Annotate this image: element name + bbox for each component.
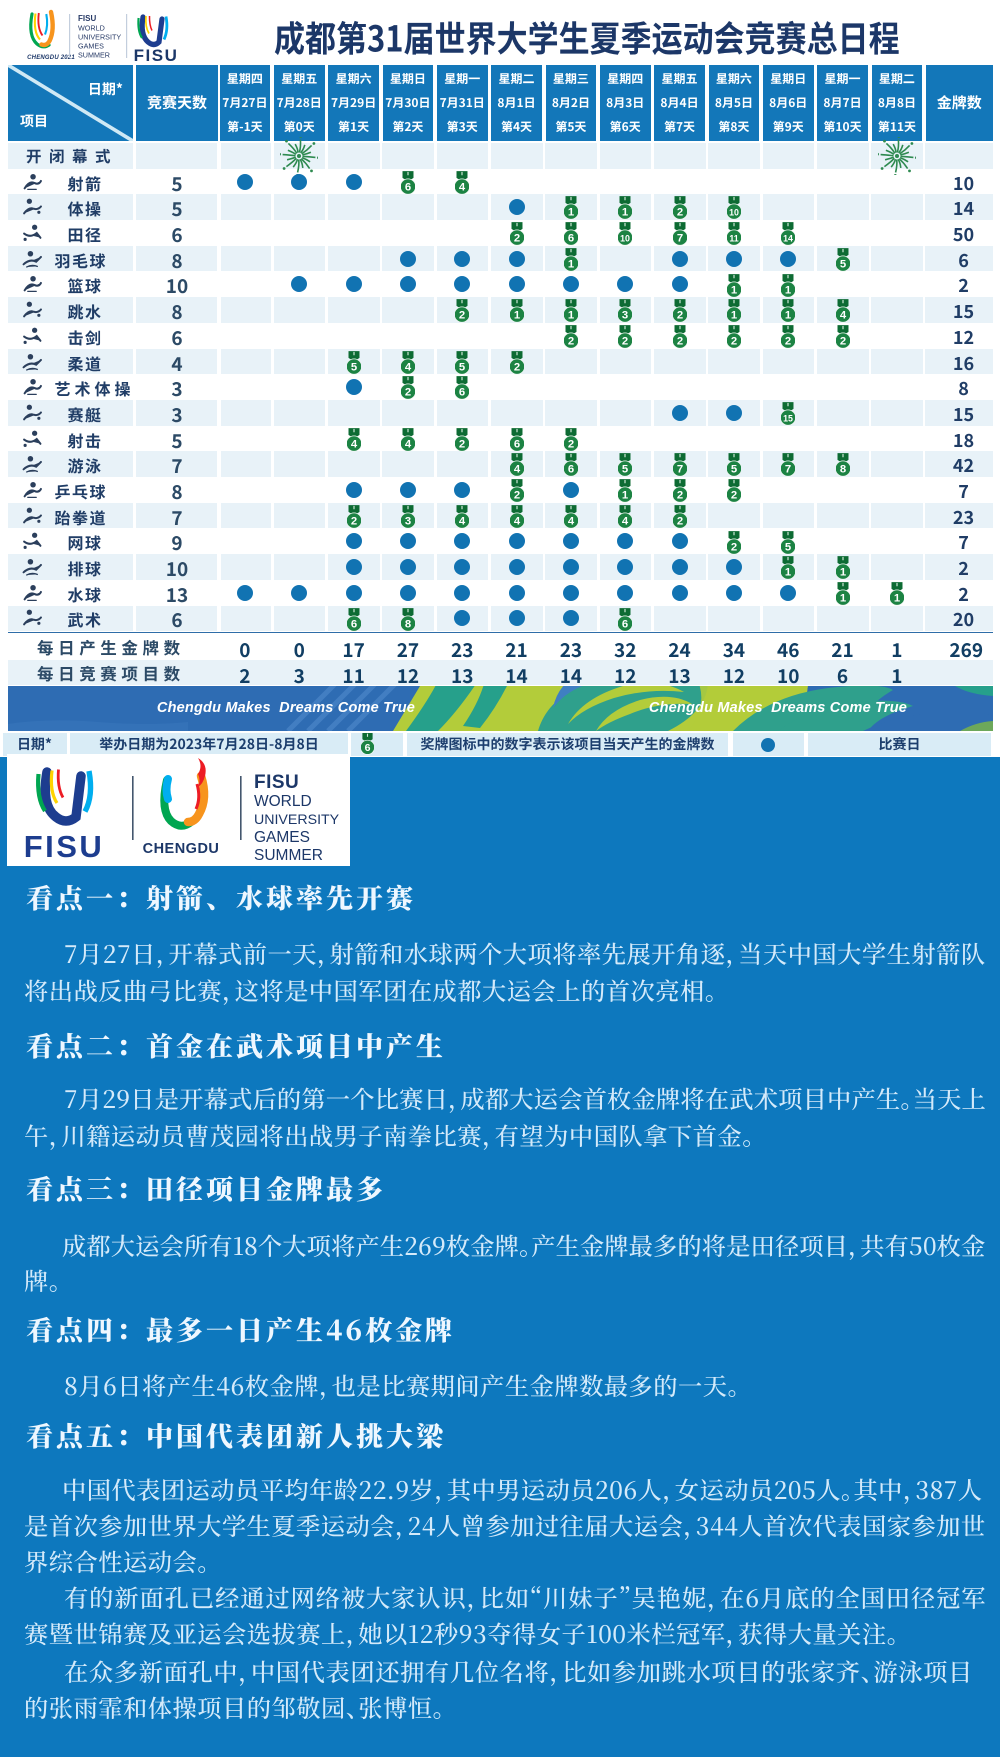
svg-text:8: 8 [839,464,845,476]
svg-text:CHENGDU 2021: CHENGDU 2021 [27,55,75,61]
svg-text:5: 5 [731,464,737,476]
svg-text:UNIVERSITY: UNIVERSITY [254,812,340,828]
svg-text:2: 2 [731,541,737,553]
svg-text:5: 5 [622,464,628,476]
svg-text:2: 2 [459,438,465,450]
svg-text:2: 2 [676,335,682,347]
svg-text:1: 1 [568,310,574,322]
svg-text:1: 1 [513,310,519,322]
svg-text:GAMES: GAMES [254,829,310,846]
svg-text:1: 1 [785,284,791,296]
svg-text:5: 5 [459,361,465,373]
svg-text:10: 10 [620,234,630,244]
svg-text:6: 6 [459,387,465,399]
svg-text:6: 6 [513,438,519,450]
svg-text:2: 2 [676,310,682,322]
svg-text:7: 7 [785,464,791,476]
svg-text:15: 15 [783,414,793,424]
svg-text:2: 2 [676,490,682,502]
svg-text:FISU: FISU [134,46,179,64]
svg-text:4: 4 [459,515,466,527]
svg-text:1: 1 [622,207,628,219]
svg-text:5: 5 [350,361,356,373]
svg-text:2: 2 [513,361,519,373]
svg-text:4: 4 [513,515,520,527]
svg-text:1: 1 [839,567,845,579]
svg-text:2: 2 [839,335,845,347]
svg-text:WORLD: WORLD [254,793,312,810]
svg-text:GAMES: GAMES [78,42,104,51]
svg-text:1: 1 [568,207,574,219]
svg-text:FISU: FISU [78,14,96,23]
svg-text:11: 11 [729,234,738,244]
svg-text:2: 2 [731,490,737,502]
svg-text:3: 3 [405,515,411,527]
svg-text:4: 4 [513,464,520,476]
svg-text:1: 1 [839,592,845,604]
svg-text:2: 2 [568,438,574,450]
svg-text:SUMMER: SUMMER [78,51,110,60]
svg-text:2: 2 [568,335,574,347]
svg-text:UNIVERSITY: UNIVERSITY [78,33,121,42]
svg-text:5: 5 [785,541,791,553]
svg-text:4: 4 [405,438,412,450]
svg-text:CHENGDU: CHENGDU [143,841,220,857]
svg-text:4: 4 [459,181,466,193]
svg-text:2: 2 [731,335,737,347]
svg-text:1: 1 [568,258,574,270]
svg-text:2: 2 [622,335,628,347]
svg-text:7: 7 [676,464,682,476]
svg-text:2: 2 [676,515,682,527]
svg-text:10: 10 [729,208,739,218]
svg-text:6: 6 [568,233,574,245]
svg-text:4: 4 [350,438,357,450]
svg-text:2: 2 [405,387,411,399]
svg-text:WORLD: WORLD [78,24,105,33]
svg-text:6: 6 [350,618,356,630]
svg-text:1: 1 [785,310,791,322]
svg-text:3: 3 [622,310,628,322]
svg-text:6: 6 [365,742,371,754]
svg-text:2: 2 [459,310,465,322]
svg-text:2: 2 [676,207,682,219]
svg-text:1: 1 [731,284,737,296]
svg-text:6: 6 [622,618,628,630]
svg-text:6: 6 [405,181,411,193]
svg-text:5: 5 [839,258,845,270]
svg-text:8: 8 [405,618,411,630]
svg-text:4: 4 [405,361,412,373]
svg-text:4: 4 [568,515,575,527]
svg-text:2: 2 [785,335,791,347]
svg-text:1: 1 [731,310,737,322]
svg-text:FISU: FISU [24,829,105,864]
svg-text:SUMMER: SUMMER [254,847,323,864]
svg-text:4: 4 [622,515,629,527]
svg-text:2: 2 [513,233,519,245]
svg-text:6: 6 [568,464,574,476]
svg-text:2: 2 [350,515,356,527]
svg-text:1: 1 [622,490,628,502]
svg-text:FISU: FISU [254,772,299,793]
svg-text:2: 2 [513,490,519,502]
svg-text:7: 7 [676,233,682,245]
svg-text:1: 1 [785,567,791,579]
svg-text:14: 14 [783,234,793,244]
svg-text:4: 4 [839,310,846,322]
svg-text:1: 1 [894,592,900,604]
